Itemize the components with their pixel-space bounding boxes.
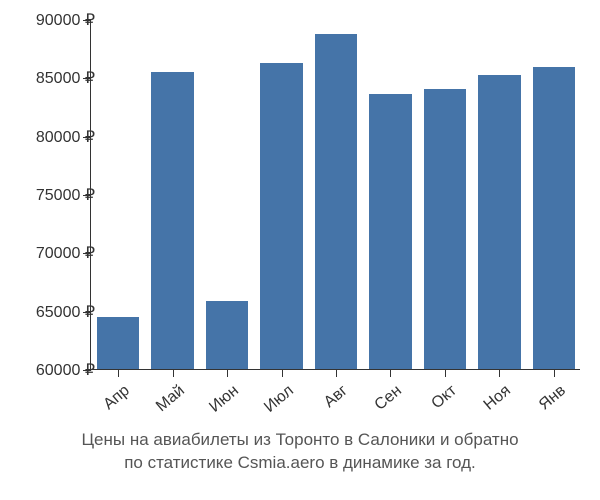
chart-caption: Цены на авиабилеты из Торонто в Салоники… (0, 429, 600, 475)
bar (478, 75, 520, 369)
y-axis-label: 90000 ₽ (36, 10, 95, 30)
x-axis-label: Ноя (473, 382, 515, 422)
bar (424, 89, 466, 369)
x-axis-label: Авг (309, 382, 351, 422)
y-axis-label: 80000 ₽ (36, 127, 95, 147)
x-tick (336, 369, 337, 377)
bar (369, 94, 411, 369)
caption-line1: Цены на авиабилеты из Торонто в Салоники… (81, 430, 518, 449)
y-axis-label: 85000 ₽ (36, 68, 95, 88)
y-axis-label: 65000 ₽ (36, 302, 95, 322)
bar (315, 34, 357, 369)
x-tick (445, 369, 446, 377)
bar (206, 301, 248, 369)
caption-line2: по статистике Csmia.aero в динамике за г… (124, 453, 476, 472)
x-tick (390, 369, 391, 377)
x-tick (118, 369, 119, 377)
x-tick (499, 369, 500, 377)
bar (97, 317, 139, 370)
plot-area (90, 20, 580, 370)
y-axis-label: 75000 ₽ (36, 185, 95, 205)
price-chart (90, 20, 580, 370)
x-tick (173, 369, 174, 377)
bar (533, 67, 575, 369)
x-axis-label: Июл (255, 382, 297, 422)
x-tick (227, 369, 228, 377)
x-axis-label: Апр (92, 382, 134, 422)
x-axis-label: Янв (527, 382, 569, 422)
x-axis-label: Май (146, 382, 188, 422)
x-axis-label: Окт (418, 382, 460, 422)
y-axis-label: 60000 ₽ (36, 360, 95, 380)
x-tick (282, 369, 283, 377)
bar (260, 63, 302, 369)
x-axis-label: Июн (200, 382, 242, 422)
y-axis-label: 70000 ₽ (36, 243, 95, 263)
bar (151, 72, 193, 370)
x-axis-label: Сен (364, 382, 406, 422)
x-tick (554, 369, 555, 377)
